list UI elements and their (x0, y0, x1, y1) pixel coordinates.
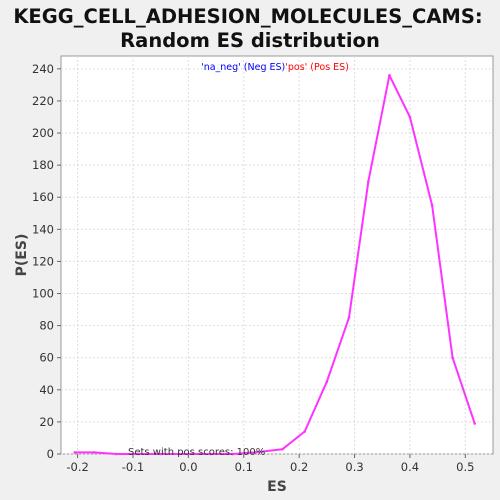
es-data-point (92, 451, 96, 454)
y-tick-label: 20 (39, 415, 54, 429)
y-tick-label: 200 (32, 126, 54, 140)
y-tick-label: 140 (32, 222, 54, 236)
es-data-point (159, 452, 162, 456)
chart-subtitle: Random ES distribution (120, 29, 380, 52)
es-data-point (253, 451, 257, 454)
es-data-point (187, 452, 190, 456)
series-layer (73, 73, 477, 456)
es-data-point (473, 422, 477, 425)
x-tick-label: 0.2 (290, 460, 308, 474)
y-tick-label: 80 (39, 319, 54, 333)
plot-area (60, 55, 494, 455)
es-data-point (73, 451, 77, 454)
es-data-point (408, 115, 412, 119)
y-tick-label: 60 (39, 351, 54, 365)
y-tick-label: 100 (32, 287, 54, 301)
y-tick-label: 220 (32, 94, 54, 108)
y-tick-label: 180 (32, 158, 54, 172)
axis-ticks: -0.2 -0.1 0.0 0.1 0.2 0.3 0.4 0.5 0 20 40 60 80 100 12… (32, 62, 474, 474)
y-axis-label: P(ES) (14, 234, 30, 277)
es-data-point (115, 452, 118, 456)
es-data-point (209, 452, 212, 456)
x-tick-label: 0.0 (179, 460, 197, 474)
y-tick-label: 240 (32, 62, 54, 76)
es-data-point (388, 73, 391, 77)
x-tick-label: 0.4 (401, 460, 419, 474)
y-tick-label: 120 (32, 254, 54, 268)
es-data-point (347, 316, 351, 319)
legend: 'na_neg' (Neg ES)'pos' (Pos ES) (201, 62, 349, 73)
y-tick-label: 160 (32, 190, 54, 204)
es-data-point (367, 179, 370, 183)
es-data-point (231, 452, 234, 456)
y-tick-label: 40 (39, 383, 54, 397)
y-tick-label: 0 (47, 447, 54, 461)
x-tick-label: 0.1 (235, 460, 253, 474)
chart-title: KEGG_CELL_ADHESION_MOLECULES_CAMS: (13, 5, 482, 28)
es-data-point (137, 452, 140, 456)
x-tick-label: -0.1 (122, 460, 144, 474)
es-data-point (451, 356, 454, 360)
x-tick-label: 0.5 (456, 460, 474, 474)
x-axis-label: ES (267, 479, 287, 495)
es-data-point (325, 380, 329, 384)
annotation: Sets with pos scores: 100% (128, 447, 265, 458)
es-data-point (303, 430, 306, 433)
es-data-point (281, 447, 284, 451)
x-tick-label: 0.3 (345, 460, 363, 474)
x-tick-label: -0.2 (66, 460, 88, 474)
legend-entry-neg: 'na_neg' (Neg ES) (201, 62, 285, 73)
es-data-point (430, 203, 434, 207)
legend-entry-pos: 'pos' (Pos ES) (285, 62, 349, 73)
